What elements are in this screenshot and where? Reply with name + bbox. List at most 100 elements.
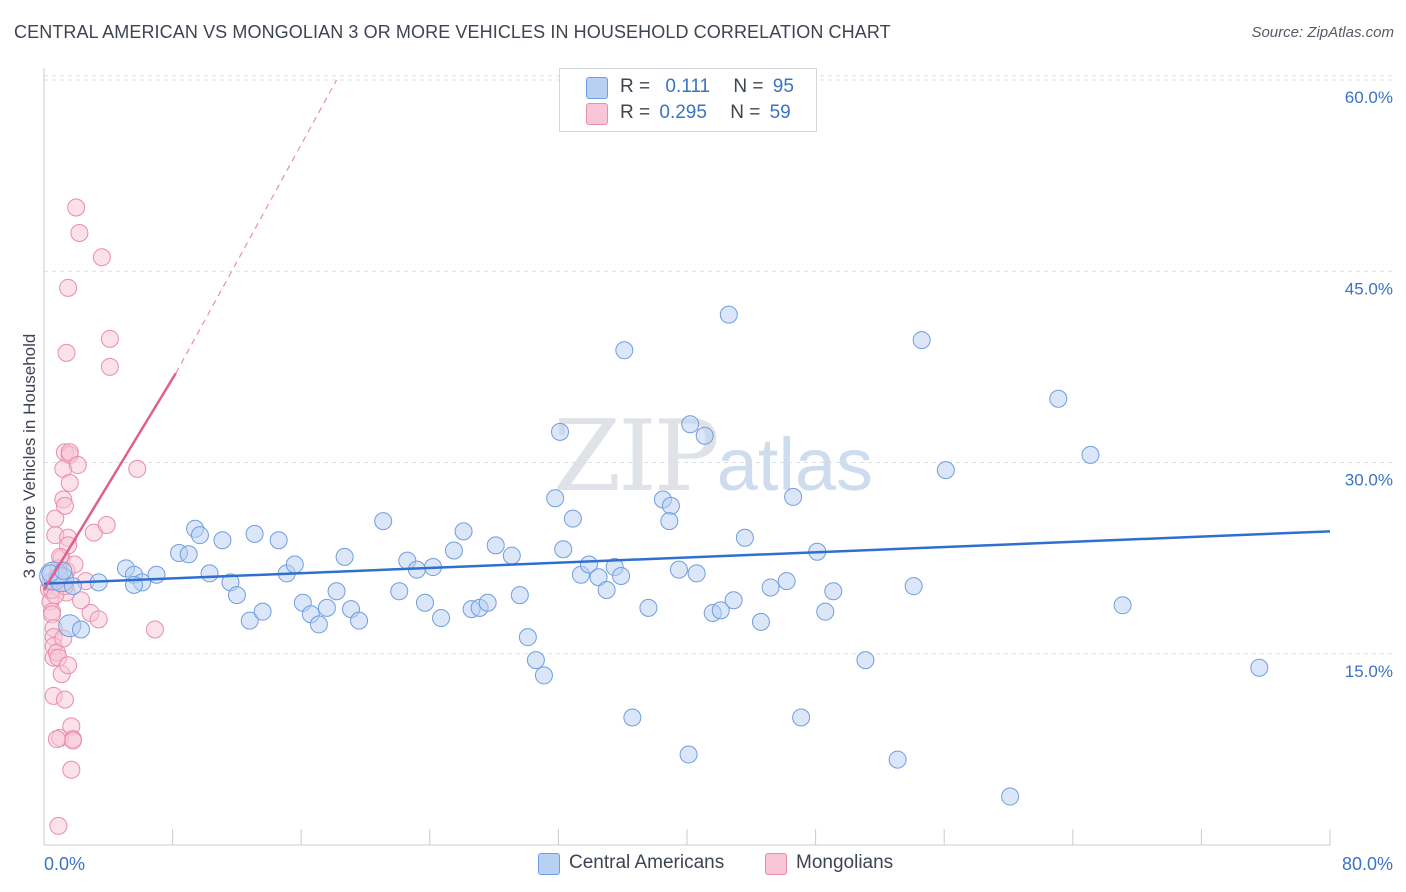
data-point (856, 651, 875, 670)
data-point (551, 422, 570, 441)
data-point (100, 357, 119, 376)
data-point (374, 512, 393, 531)
pink-r-label: R = (620, 102, 651, 123)
data-point (711, 601, 730, 620)
data-point (454, 522, 473, 541)
data-point (679, 745, 698, 764)
data-point (245, 524, 264, 543)
data-point (62, 760, 81, 779)
data-point (71, 620, 90, 639)
blue-n-value: 95 (772, 76, 794, 97)
data-point (309, 615, 328, 634)
pink-legend-swatch-icon (765, 853, 787, 875)
data-point (350, 611, 369, 630)
blue-legend-label: Central Americans (569, 852, 725, 873)
data-point (70, 224, 89, 242)
axes (43, 68, 1330, 846)
data-point (49, 816, 68, 835)
data-point (100, 329, 119, 348)
data-point (253, 602, 272, 621)
y-axis-title: 3 or more Vehicles in Household (20, 334, 39, 579)
data-point (59, 656, 78, 675)
data-point (526, 651, 545, 670)
data-point (792, 708, 811, 727)
data-point (912, 331, 931, 350)
data-point (554, 540, 573, 559)
data-point (57, 343, 76, 362)
mongolians-points (39, 198, 164, 835)
data-point (46, 509, 65, 528)
data-point (824, 582, 843, 601)
data-point (563, 509, 582, 528)
data-point (97, 515, 116, 534)
data-point (546, 489, 565, 508)
data-point (1250, 658, 1269, 677)
data-point (719, 305, 738, 324)
blue-n-label: N = (733, 76, 764, 97)
data-point (724, 591, 743, 610)
data-point (816, 602, 835, 621)
data-point (55, 690, 74, 709)
data-point (335, 547, 354, 566)
data-point (68, 456, 87, 475)
stats-legend: R = 0.111 N = 95 R = 0.295 N = 59 (559, 68, 817, 132)
data-point (89, 610, 108, 629)
x-ticks (172, 829, 1331, 845)
data-point (761, 578, 780, 597)
data-point (1049, 389, 1068, 408)
data-point (71, 591, 90, 610)
data-point (486, 536, 505, 555)
data-point (777, 572, 796, 591)
data-point (660, 512, 679, 531)
data-point (269, 531, 288, 550)
data-point (190, 526, 209, 545)
data-point (518, 628, 537, 647)
trend-lines (42, 79, 1331, 591)
data-point (1113, 596, 1132, 615)
data-point (695, 426, 714, 445)
data-point (213, 531, 232, 550)
data-point (200, 564, 219, 583)
data-point (615, 341, 634, 360)
blue-r-label: R = (620, 76, 651, 97)
data-point (63, 731, 82, 750)
data-point (390, 582, 409, 601)
data-point (669, 560, 688, 579)
y-tick-label-60: 60.0% (1345, 88, 1393, 107)
data-point (317, 598, 336, 617)
data-point (54, 561, 73, 580)
data-point (60, 443, 79, 462)
pink-trend-extension (175, 79, 338, 374)
data-point (285, 555, 304, 574)
data-point (59, 278, 78, 297)
data-point (612, 566, 631, 585)
data-point (128, 459, 147, 478)
data-point (589, 568, 608, 587)
data-point (415, 593, 434, 612)
blue-legend-swatch-icon (538, 853, 560, 875)
data-point (92, 248, 111, 267)
data-point (145, 620, 164, 639)
data-point (502, 546, 521, 565)
pink-swatch-icon (586, 103, 608, 125)
y-tick-label-45: 45.0% (1345, 279, 1393, 298)
data-point (60, 473, 79, 492)
data-point (1001, 787, 1020, 806)
source-credit: Source: ZipAtlas.com (1251, 24, 1394, 41)
blue-swatch-icon (586, 77, 608, 99)
data-point (597, 581, 616, 599)
data-point (936, 461, 955, 480)
data-point (639, 598, 658, 617)
data-point (444, 541, 463, 560)
data-point (63, 577, 82, 596)
data-point (751, 612, 770, 631)
pink-n-label: N = (730, 102, 761, 123)
y-tick-labels: 15.0% 30.0% 45.0% 60.0% (1345, 88, 1393, 681)
data-point (432, 609, 451, 628)
data-point (784, 487, 803, 506)
x-tick-label-min: 0.0% (44, 854, 85, 874)
data-point (1081, 445, 1100, 464)
data-point (623, 708, 642, 727)
data-point (55, 496, 74, 515)
